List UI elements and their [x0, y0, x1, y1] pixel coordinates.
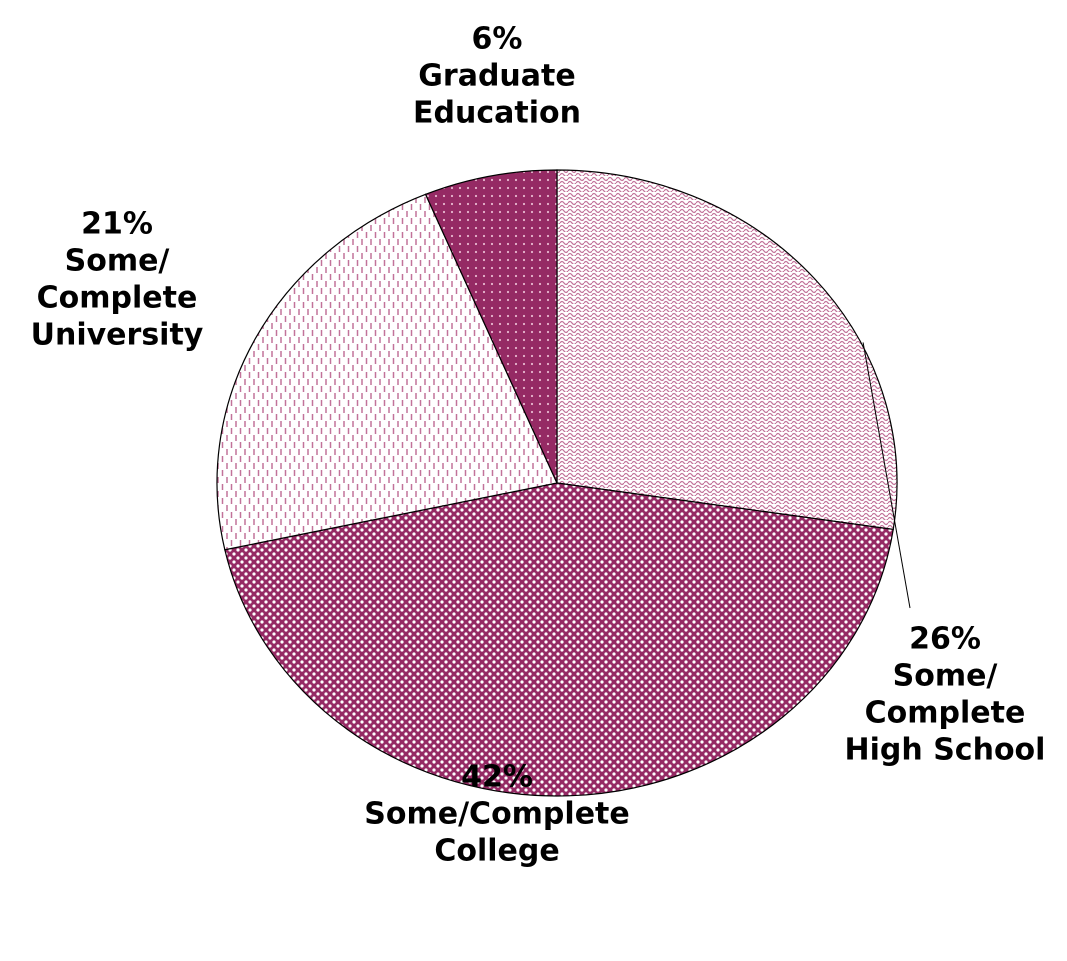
category-label: Graduate [418, 59, 575, 94]
category-label: Some/Complete [364, 797, 629, 832]
category-label: High School [845, 733, 1046, 768]
category-label: University [31, 318, 204, 353]
category-label: Some/ [893, 659, 998, 694]
pie-slice [216, 193, 558, 551]
pie-slice [556, 169, 898, 531]
data-label: 26% [909, 622, 981, 657]
data-label: 21% [81, 207, 153, 242]
data-label: 42% [461, 760, 533, 795]
data-label: 6% [472, 22, 523, 57]
category-label: Education [413, 96, 581, 131]
category-label: College [434, 834, 559, 869]
category-label: Complete [37, 281, 198, 316]
leader-line [862, 342, 911, 609]
pie-slice [224, 482, 894, 797]
category-label: Complete [865, 696, 1026, 731]
category-label: Some/ [65, 244, 170, 279]
pie-slice [424, 169, 558, 484]
